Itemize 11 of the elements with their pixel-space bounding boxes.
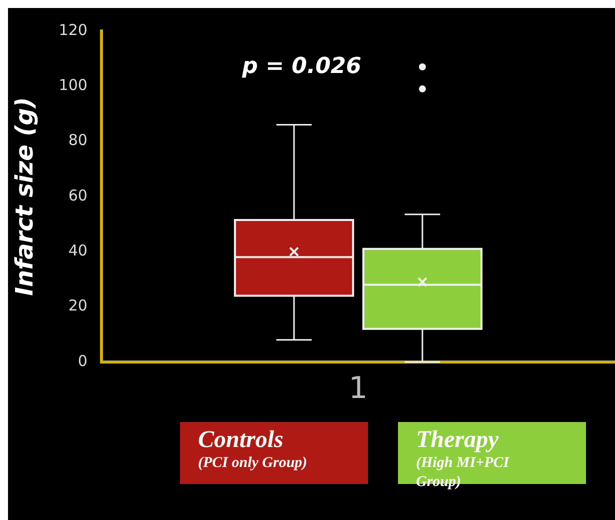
y-tick-label: 100	[58, 76, 88, 94]
y-tick-label: 40	[68, 242, 88, 260]
y-tick-label: 20	[68, 296, 88, 315]
y-tick-label: 0	[78, 352, 88, 370]
y-tick-label: 60	[68, 186, 88, 204]
annotation: p = 0.026	[241, 54, 362, 79]
text: Controls (PCI only Group)	[198, 426, 308, 473]
y-tick-label: 80	[68, 131, 88, 150]
y-tick-label: 120	[58, 20, 88, 39]
y-axis-title: Infarct size (g)	[10, 97, 39, 296]
x-tick-label: 1	[348, 370, 368, 406]
